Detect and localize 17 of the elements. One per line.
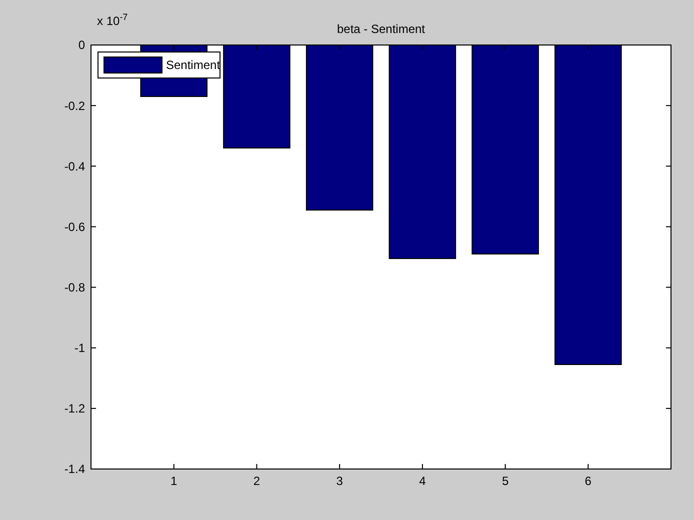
- y-tick-label: -0.4: [64, 159, 86, 174]
- y-tick-label: -1.2: [64, 402, 86, 416]
- legend-label: Sentiment: [166, 58, 221, 72]
- y-tick-label: -1.4: [64, 462, 86, 476]
- y-tick-label: -0.2: [64, 98, 86, 113]
- x-tick-label: 4: [419, 474, 426, 488]
- x-tick-label: 5: [502, 474, 509, 488]
- text: x 10$^{-7}$: [97, 12, 128, 28]
- x-tick-label: 1: [170, 474, 178, 488]
- x-tick-label: 2: [253, 474, 260, 488]
- y-tick-label: 0: [78, 38, 86, 52]
- chart-title: beta - Sentiment: [336, 22, 426, 36]
- x-tick-label: 6: [584, 474, 592, 488]
- y-tick-label: -0.8: [64, 280, 86, 294]
- y-tick-label: -1: [74, 341, 86, 356]
- x-tick-label: 3: [336, 474, 344, 488]
- y-tick-label: -0.6: [64, 220, 86, 234]
